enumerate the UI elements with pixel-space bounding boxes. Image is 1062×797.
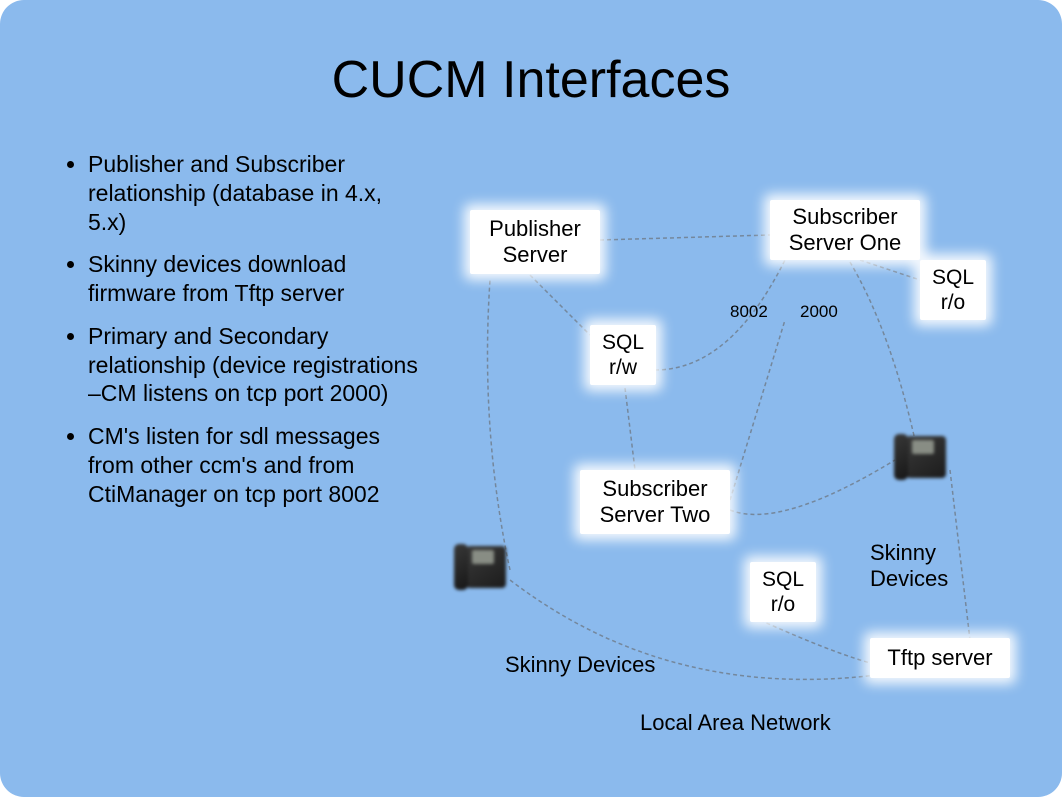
network-diagram: Publisher Server Subscriber Server One S… <box>430 170 1040 750</box>
bullet-item: Primary and Secondary relationship (devi… <box>88 322 420 408</box>
node-sql-ro-one: SQL r/o <box>920 260 986 320</box>
node-sql-rw: SQL r/w <box>590 325 656 385</box>
phone-icon <box>890 430 952 484</box>
page-title: CUCM Interfaces <box>0 50 1062 110</box>
slide: CUCM Interfaces Publisher and Subscriber… <box>0 0 1062 797</box>
bullet-item: Skinny devices download firmware from Tf… <box>88 250 420 308</box>
node-subscriber-one: Subscriber Server One <box>770 200 920 260</box>
node-publisher-server: Publisher Server <box>470 210 600 274</box>
node-tftp-server: Tftp server <box>870 638 1010 678</box>
node-sql-ro-two: SQL r/o <box>750 562 816 622</box>
node-subscriber-two: Subscriber Server Two <box>580 470 730 534</box>
caption-skinny-devices-left: Skinny Devices <box>505 652 655 678</box>
phone-icon <box>450 540 512 594</box>
caption-skinny-devices-right: Skinny Devices <box>870 540 948 593</box>
port-label-8002: 8002 <box>730 302 768 322</box>
caption-lan: Local Area Network <box>640 710 831 736</box>
port-label-2000: 2000 <box>800 302 838 322</box>
bullet-list: Publisher and Subscriber relationship (d… <box>60 150 420 522</box>
bullet-item: CM's listen for sdl messages from other … <box>88 422 420 508</box>
bullet-item: Publisher and Subscriber relationship (d… <box>88 150 420 236</box>
